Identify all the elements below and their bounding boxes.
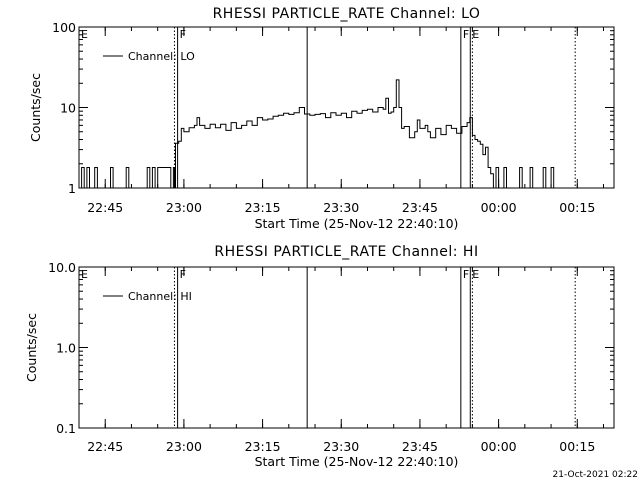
chart-title: RHESSI PARTICLE_RATE Channel: HI <box>214 244 478 260</box>
chart-panel-1: RHESSI PARTICLE_RATE Channel: LO 1 10 100 Co… <box>28 6 615 231</box>
x-tick-label: 00:00 <box>481 439 517 454</box>
x-tick-label: 00:15 <box>559 200 595 215</box>
y-axis-label: Counts/sec <box>24 313 39 382</box>
chart-title: RHESSI PARTICLE_RATE Channel: LO <box>213 6 481 22</box>
legend-entry: Channel: HI <box>128 290 192 303</box>
series-line-1 <box>79 79 578 189</box>
chart-panel-2: RHESSI PARTICLE_RATE Channel: HI 0.1 1.0 10… <box>24 244 615 469</box>
x-tick-label: 22:45 <box>87 200 123 215</box>
x-tick-label: 23:15 <box>245 439 281 454</box>
x-tick-label: 23:00 <box>166 439 202 454</box>
flag-marker-label: F <box>180 268 186 281</box>
x-axis-label: Start Time (25-Nov-12 22:40:10) <box>255 454 459 469</box>
flag-marker-label: E <box>472 268 479 281</box>
flag-marker-label: F <box>463 268 469 281</box>
x-tick-label: 23:30 <box>323 200 359 215</box>
flag-marker-label: F <box>180 28 186 41</box>
corner-flag-label: E <box>81 28 88 41</box>
footer-timestamp: 21-Oct-2021 02:22 <box>553 470 638 480</box>
legend-entry: Channel: LO <box>128 50 195 63</box>
x-tick-label: 23:15 <box>245 200 281 215</box>
x-tick-label: 00:15 <box>559 439 595 454</box>
flag-marker-label: E <box>472 28 479 41</box>
x-tick-label: 23:45 <box>402 439 438 454</box>
y-tick-label: 0.1 <box>56 421 76 436</box>
y-tick-label: 1.0 <box>56 341 76 356</box>
x-tick-label: 23:00 <box>166 200 202 215</box>
y-tick-label: 10 <box>60 101 76 116</box>
y-tick-label: 10.0 <box>48 260 76 275</box>
x-tick-label: 23:30 <box>323 439 359 454</box>
y-axis-label: Counts/sec <box>28 73 43 142</box>
x-tick-label: 23:45 <box>402 200 438 215</box>
x-tick-label: 00:00 <box>481 200 517 215</box>
x-tick-label: 22:45 <box>87 439 123 454</box>
x-axis-label: Start Time (25-Nov-12 22:40:10) <box>255 216 459 231</box>
y-tick-label: 100 <box>52 20 76 35</box>
corner-flag-label: E <box>81 268 88 281</box>
flag-marker-label: F <box>463 28 469 41</box>
y-tick-label: 1 <box>68 181 76 196</box>
